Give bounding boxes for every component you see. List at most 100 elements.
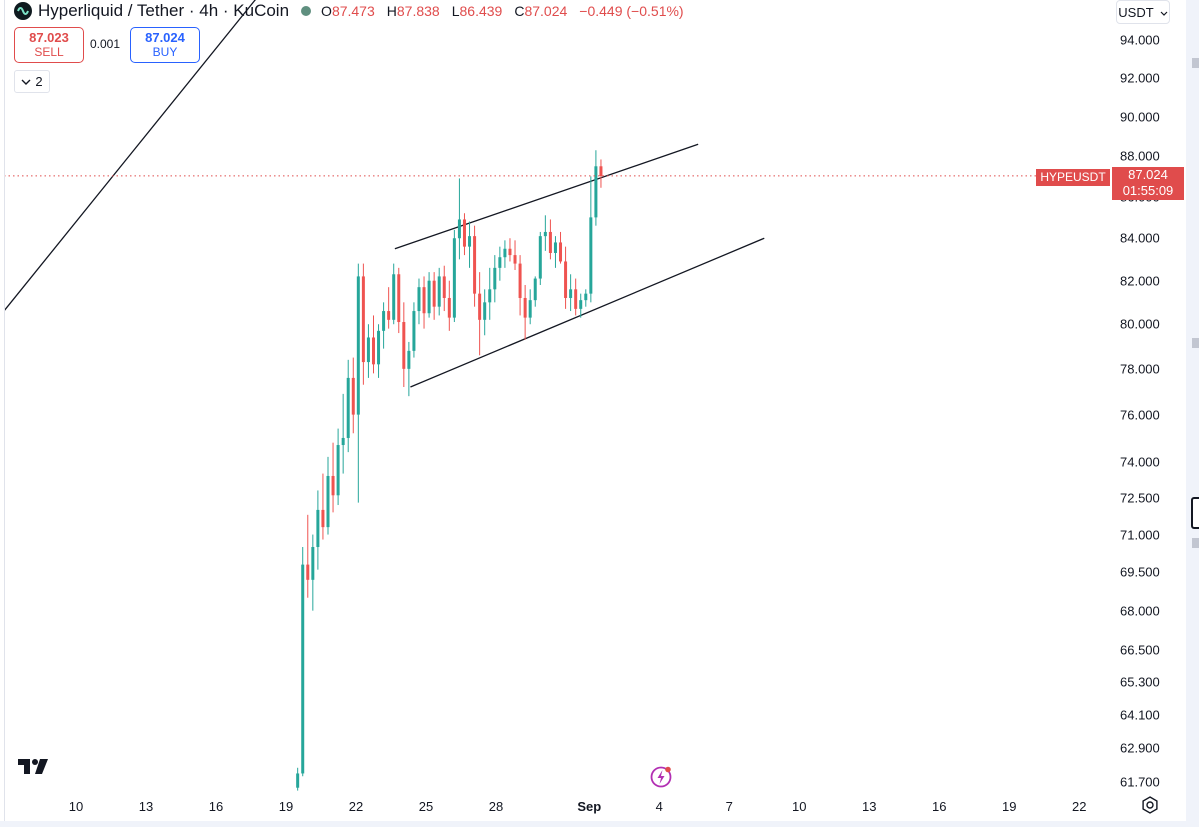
candle [513,240,517,270]
time-tick-label: 16 [208,799,224,814]
candle-body [493,267,497,290]
candle-body [548,231,552,253]
price-tick-label: 61.700 [1120,774,1160,790]
ohlc-high: H87.838 [386,3,440,19]
candle-body [533,278,537,301]
candle [301,547,305,777]
panel-resize-handle[interactable] [1191,497,1199,529]
side-toolbar-marker [1192,338,1199,348]
candle [326,456,330,535]
time-tick-label: 16 [932,799,947,814]
candle-body [503,248,507,258]
candle-body [483,302,487,320]
candle-body [351,377,355,415]
candle-body [523,297,527,318]
candle-body [508,248,512,256]
candle [442,265,446,312]
price-tick-label: 74.000 [1120,454,1160,470]
candle [528,289,532,325]
candle-body [599,166,603,176]
candle-body [346,377,350,438]
sell-button[interactable]: 87.023 SELL [14,27,84,63]
time-tick-label: 28 [488,799,504,814]
candle [478,272,482,356]
candle-body [553,242,557,253]
time-tick-label: 7 [725,799,733,814]
candle [564,246,568,309]
candle-body [462,219,466,247]
price-tick-label: 72.500 [1120,490,1160,506]
candle [392,263,396,325]
candle-body [397,274,401,323]
time-tick-label: 19 [278,799,294,814]
candle-body [422,287,426,314]
side-toolbar-marker [1192,58,1199,68]
flash-icon[interactable] [649,765,673,789]
candle-body [538,236,542,279]
candle-body [316,509,320,548]
candle-body [513,255,517,264]
candle-body [457,219,461,239]
time-tick-label: 13 [138,799,154,814]
candle-body [402,322,406,369]
candle-body [498,257,502,268]
candle [584,289,588,307]
candle [341,393,345,474]
candle-body [366,337,370,363]
candle [402,302,406,388]
candle-body [387,311,391,320]
drawings-layer [4,0,765,388]
candle-body [579,300,583,309]
candlestick-chart[interactable] [4,0,1110,793]
bar-countdown: 01:55:09 [1122,183,1174,198]
indicators-count: 2 [35,74,43,89]
currency-selector[interactable]: USDT [1116,0,1170,24]
symbol-price-tag: HYPEUSDT [1036,169,1110,186]
tradingview-logo-icon[interactable] [16,756,52,778]
trendline-drawing[interactable] [4,0,282,313]
candle [306,514,310,598]
time-tick-label: Sep [577,799,602,814]
candle-body [371,337,375,365]
price-tick-label: 94.000 [1120,32,1160,48]
candle-body [321,509,325,528]
candle [382,302,386,349]
candle-body [301,564,305,774]
channel-upper-drawing[interactable] [394,143,699,250]
candle [447,280,451,331]
candle [351,357,355,434]
candle [579,293,583,318]
candle [296,767,300,791]
time-tick-label: 22 [1071,799,1087,814]
candle-body [564,261,568,298]
candle-body [569,289,573,298]
candle [498,246,502,281]
candle-body [478,293,482,320]
candle [457,178,461,260]
price-tick-label: 66.500 [1120,642,1160,658]
symbol-title[interactable]: Hyperliquid / Tether · 4h · KuCoin [38,1,290,20]
indicators-toggle-button[interactable]: 2 [14,70,50,93]
candle [548,219,552,260]
time-scale[interactable]: 10 13 16 19 22 25 28 Sep 4 7 10 13 16 19 22 [4,793,1110,821]
candle [468,221,472,268]
candle-body [432,280,436,307]
candle [331,442,335,513]
channel-lower-drawing[interactable] [410,237,765,388]
candle [543,215,547,251]
candle-body [528,300,532,318]
candle-body [417,287,421,312]
buy-button[interactable]: 87.024 BUY [130,27,200,63]
candle-body [442,276,446,298]
settings-icon[interactable] [1140,795,1160,815]
candle [356,263,360,503]
price-tick-label: 90.000 [1120,109,1160,125]
chart-plot-area[interactable] [4,0,1110,793]
price-scale[interactable]: 94.00092.00090.00088.00086.00084.00082.0… [1110,0,1186,793]
candle [371,315,375,374]
ohlc-close: C87.024 [514,3,568,19]
candle [316,490,320,570]
candle [397,267,401,334]
candle-body [447,297,451,318]
candle-body [488,289,492,303]
